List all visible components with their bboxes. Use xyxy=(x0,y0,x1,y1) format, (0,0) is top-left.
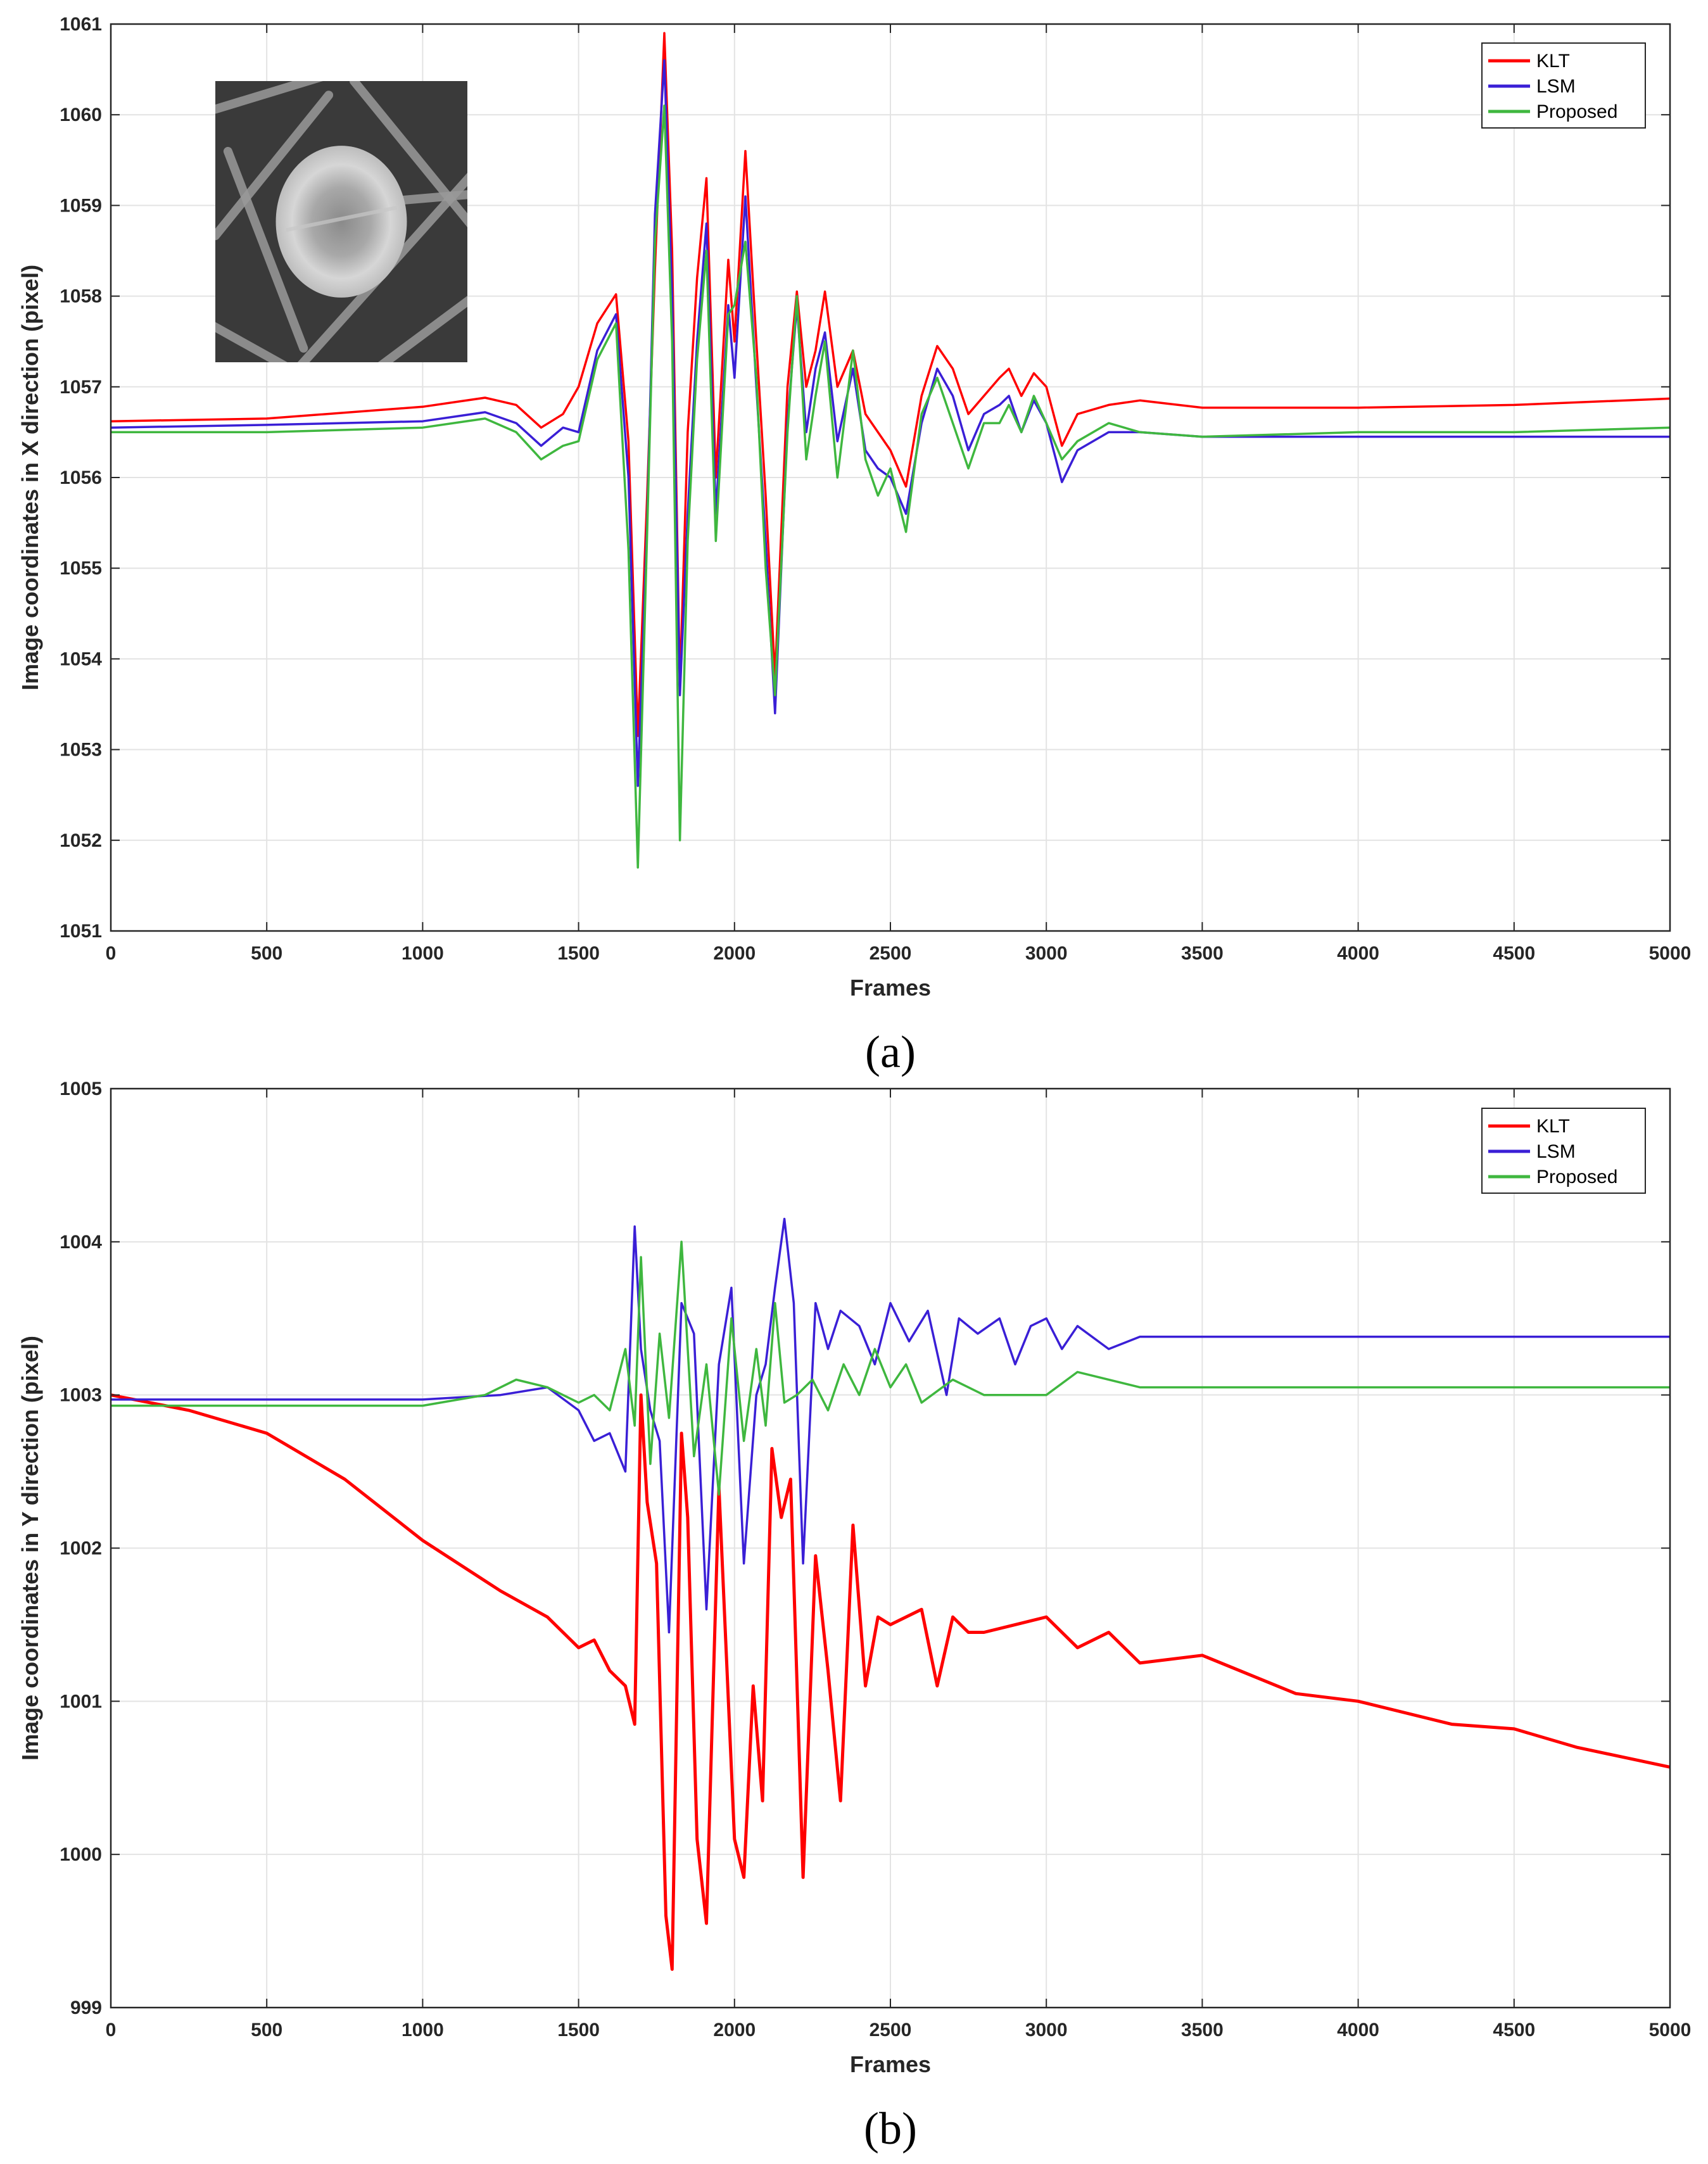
x-tick-label: 500 xyxy=(251,2020,282,2041)
series-line-proposed xyxy=(111,104,1671,869)
x-axis-title: Frames xyxy=(850,975,931,1001)
y-tick-label: 1055 xyxy=(60,558,102,579)
legend-label: KLT xyxy=(1536,51,1570,72)
x-tick-label: 4000 xyxy=(1337,2020,1379,2041)
x-tick-label: 2000 xyxy=(713,2020,756,2041)
y-axis-title: Image coordinates in Y direction (pixel) xyxy=(17,1336,43,1761)
y-tick-label: 1002 xyxy=(60,1538,102,1559)
y-axis-title: Image coordinates in X direction (pixel) xyxy=(17,265,43,690)
y-tick-label: 1056 xyxy=(60,467,102,488)
y-tick-label: 1005 xyxy=(60,1079,102,1099)
y-tick-label: 1057 xyxy=(60,377,102,398)
x-tick-label: 2500 xyxy=(870,2020,912,2041)
y-tick-label: 999 xyxy=(70,1997,102,2018)
x-tick-label: 4000 xyxy=(1337,943,1379,964)
x-tick-label: 1000 xyxy=(402,2020,444,2041)
x-tick-label: 500 xyxy=(251,943,282,964)
x-tick-label: 3000 xyxy=(1025,2020,1068,2041)
y-tick-label: 1053 xyxy=(60,740,102,761)
legend-label: Proposed xyxy=(1536,101,1617,122)
series-line-klt xyxy=(110,1393,1671,1971)
y-tick-label: 1060 xyxy=(60,104,102,125)
legend-label: LSM xyxy=(1536,1141,1576,1162)
legend-label: LSM xyxy=(1536,76,1576,97)
x-tick-label: 0 xyxy=(106,943,117,964)
y-tick-label: 1004 xyxy=(60,1232,102,1253)
x-tick-label: 3500 xyxy=(1181,943,1224,964)
y-tick-label: 1001 xyxy=(60,1691,102,1712)
y-tick-label: 1061 xyxy=(60,14,102,35)
x-axis-title: Frames xyxy=(850,2051,931,2077)
series-line-lsm xyxy=(111,1217,1670,1634)
x-tick-label: 4500 xyxy=(1493,2020,1535,2041)
x-tick-label: 3000 xyxy=(1025,943,1068,964)
y-tick-label: 1059 xyxy=(60,195,102,216)
x-tick-label: 5000 xyxy=(1649,2020,1692,2041)
series-line-klt xyxy=(110,32,1671,737)
x-tick-label: 1500 xyxy=(557,2020,600,2041)
y-tick-label: 1003 xyxy=(60,1385,102,1406)
x-tick-label: 5000 xyxy=(1649,943,1692,964)
y-tick-label: 1051 xyxy=(60,921,102,942)
chart-panel-a: 0 500 1000 1500 2000 2500 3000 3500 4000 4500 5000… xyxy=(17,14,1691,1077)
chart-panel-b: 0 500 1000 1500 2000 2500 3000 3500 4000 4500 5000… xyxy=(17,1079,1691,2154)
y-tick-label: 1058 xyxy=(60,286,102,307)
y-tick-label: 1000 xyxy=(60,1844,102,1865)
y-tick-label: 1054 xyxy=(60,649,102,669)
legend: KLT LSM Proposed xyxy=(1481,42,1646,129)
panel-caption: (a) xyxy=(865,1027,916,1077)
series-line-proposed xyxy=(111,1241,1670,1496)
x-tick-label: 2000 xyxy=(713,943,756,964)
panel-caption: (b) xyxy=(864,2103,917,2154)
x-tick-label: 1500 xyxy=(557,943,600,964)
x-tick-label: 4500 xyxy=(1493,943,1535,964)
y-tick-label: 1052 xyxy=(60,830,102,851)
x-tick-label: 1000 xyxy=(402,943,444,964)
inset-target-image xyxy=(215,81,467,362)
x-tick-label: 2500 xyxy=(870,943,912,964)
x-tick-label: 3500 xyxy=(1181,2020,1224,2041)
x-tick-label: 0 xyxy=(106,2020,117,2041)
legend-label: Proposed xyxy=(1536,1167,1617,1187)
legend-label: KLT xyxy=(1536,1116,1570,1137)
legend: KLT LSM Proposed xyxy=(1481,1108,1646,1194)
